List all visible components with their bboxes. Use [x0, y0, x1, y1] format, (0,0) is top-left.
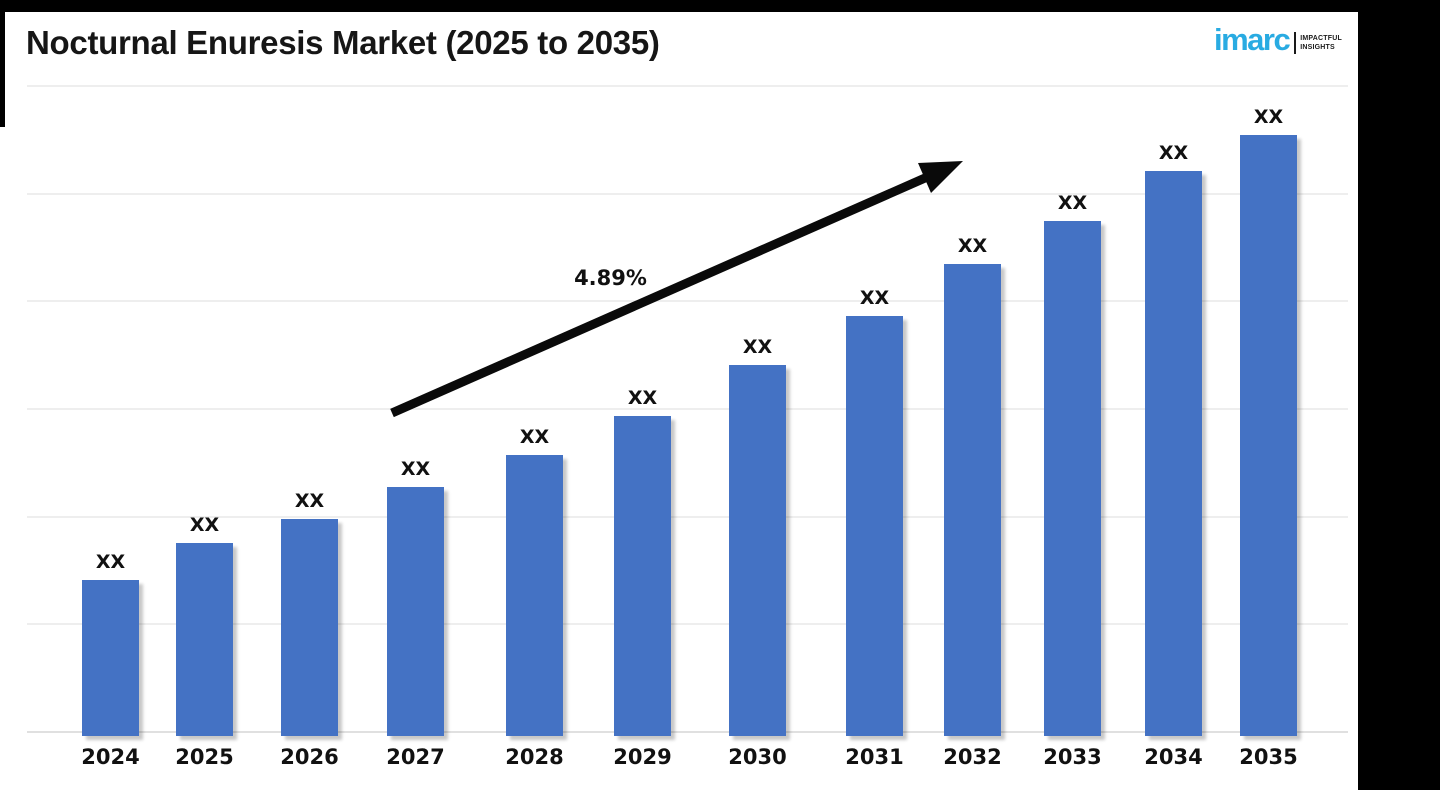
x-axis-label-2029: 2029 [613, 745, 672, 769]
page-title: Nocturnal Enuresis Market (2025 to 2035) [26, 24, 660, 61]
cagr-label: 4.89% [574, 266, 647, 290]
bar-2028 [506, 455, 563, 736]
bar-value-label-2024: XX [95, 551, 126, 573]
bar-value-label-2028: XX [519, 426, 550, 448]
bar-2035 [1240, 135, 1297, 736]
bar-value-label-2032: XX [957, 235, 988, 257]
logo-tagline-line1: IMPACTFUL [1300, 34, 1342, 42]
x-axis-label-2033: 2033 [1043, 745, 1102, 769]
bar-2034 [1145, 171, 1202, 736]
bar-value-label-2035: XX [1253, 106, 1284, 128]
imarc-brand-text: imarc [1214, 22, 1291, 57]
bar-value-label-2029: XX [627, 387, 658, 409]
right-border [1358, 0, 1440, 790]
bar-value-label-2025: XX [189, 514, 220, 536]
x-axis-label-2034: 2034 [1144, 745, 1203, 769]
bar-value-label-2030: XX [742, 336, 773, 358]
x-axis-label-2030: 2030 [728, 745, 787, 769]
gridline [27, 623, 1348, 625]
bar-2026 [281, 519, 338, 736]
logo-divider [1294, 31, 1297, 54]
x-axis-label-2028: 2028 [505, 745, 564, 769]
bar-value-label-2033: XX [1057, 192, 1088, 214]
bar-value-label-2034: XX [1158, 142, 1189, 164]
x-axis-label-2027: 2027 [386, 745, 445, 769]
bar-2030 [729, 365, 786, 736]
bar-2033 [1044, 221, 1101, 736]
bar-2031 [846, 316, 903, 736]
top-border [0, 0, 1440, 12]
x-axis-label-2026: 2026 [280, 745, 339, 769]
left-border [0, 0, 5, 127]
gridline [27, 516, 1348, 518]
x-axis-label-2035: 2035 [1239, 745, 1298, 769]
x-axis-label-2031: 2031 [845, 745, 904, 769]
logo-tagline-line2: INSIGHTS [1300, 43, 1335, 51]
x-axis-label-2024: 2024 [81, 745, 140, 769]
bar-2032 [944, 264, 1001, 736]
bar-2029 [614, 416, 671, 736]
bar-value-label-2027: XX [400, 458, 431, 480]
bar-2025 [176, 543, 233, 736]
bar-value-label-2026: XX [294, 490, 325, 512]
x-axis-label-2032: 2032 [943, 745, 1002, 769]
x-axis-line [27, 731, 1348, 733]
bar-value-label-2031: XX [859, 287, 890, 309]
bar-2027 [387, 487, 444, 736]
logo-tagline: IMPACTFUL INSIGHTS [1300, 34, 1342, 52]
gridline [27, 85, 1348, 87]
imarc-logo: imarc IMPACTFUL INSIGHTS [1214, 24, 1342, 55]
x-axis-label-2025: 2025 [175, 745, 234, 769]
bar-2024 [82, 580, 139, 736]
